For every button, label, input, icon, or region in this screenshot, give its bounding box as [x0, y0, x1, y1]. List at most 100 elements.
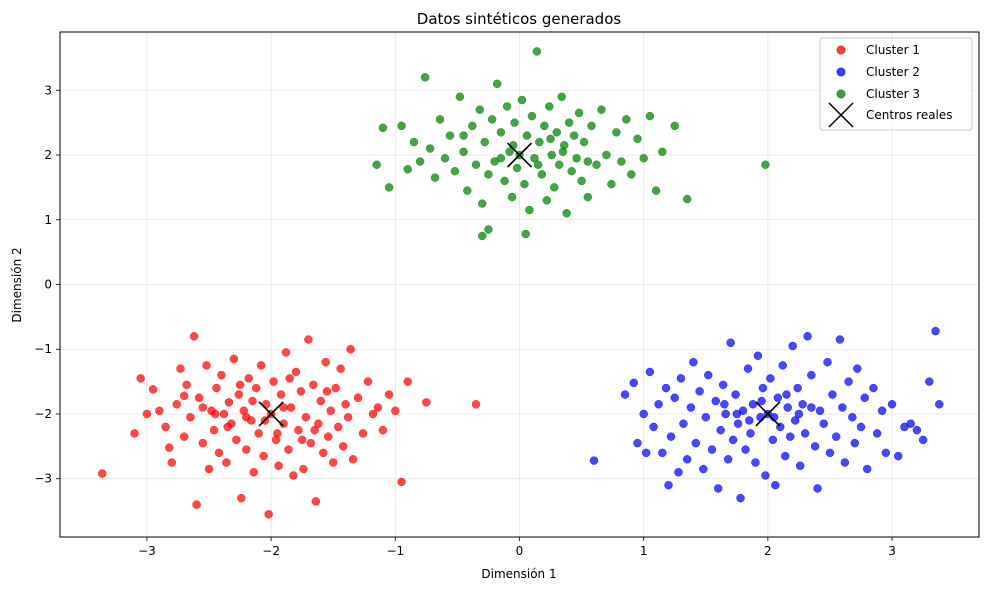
point-cluster-3	[540, 121, 549, 131]
point-cluster-3	[484, 170, 493, 179]
point-cluster-3	[445, 131, 455, 140]
point-cluster-2	[751, 458, 760, 467]
point-cluster-2	[768, 435, 778, 445]
point-cluster-1	[326, 406, 335, 415]
point-cluster-3	[682, 194, 692, 204]
point-cluster-2	[869, 383, 878, 393]
point-cluster-1	[165, 443, 174, 452]
point-cluster-3	[378, 123, 388, 133]
point-cluster-1	[373, 403, 383, 412]
point-cluster-2	[689, 357, 698, 367]
point-cluster-1	[299, 464, 308, 474]
point-cluster-2	[589, 456, 599, 465]
point-cluster-1	[217, 370, 226, 380]
point-cluster-3	[627, 170, 636, 179]
point-cluster-1	[198, 438, 208, 448]
point-cluster-1	[256, 361, 266, 370]
point-cluster-1	[172, 400, 181, 409]
point-cluster-1	[311, 497, 321, 506]
point-cluster-1	[323, 432, 333, 441]
point-cluster-2	[674, 468, 683, 477]
point-cluster-2	[793, 383, 802, 393]
point-cluster-3	[535, 137, 544, 147]
point-cluster-2	[704, 370, 713, 380]
legend-label-cluster-2: Cluster 2	[866, 65, 920, 79]
point-cluster-2	[679, 419, 688, 428]
point-cluster-2	[731, 390, 740, 399]
point-cluster-2	[788, 341, 797, 351]
point-cluster-2	[850, 438, 860, 448]
point-cluster-3	[527, 111, 537, 121]
point-cluster-1	[248, 396, 257, 406]
point-cluster-3	[475, 105, 485, 114]
point-cluster-2	[881, 448, 891, 458]
point-cluster-2	[743, 364, 753, 373]
point-cluster-2	[761, 471, 770, 480]
point-cluster-3	[459, 147, 468, 157]
y-tick-label: −2	[34, 407, 52, 421]
point-cluster-1	[331, 383, 340, 393]
point-cluster-2	[732, 409, 742, 419]
point-cluster-1	[328, 458, 338, 467]
point-cluster-2	[691, 438, 701, 448]
point-cluster-1	[316, 396, 326, 406]
legend: Cluster 1 Cluster 2 Cluster 3 Centros re…	[819, 37, 973, 131]
point-cluster-3	[564, 118, 574, 127]
point-cluster-1	[179, 391, 189, 401]
legend-marker-cluster-2	[836, 67, 846, 77]
point-cluster-1	[279, 419, 288, 428]
point-cluster-1	[202, 361, 211, 370]
point-cluster-2	[823, 357, 832, 367]
point-cluster-2	[862, 464, 872, 474]
point-cluster-1	[403, 377, 412, 386]
point-cluster-3	[420, 73, 430, 82]
point-cluster-2	[666, 432, 676, 441]
point-cluster-2	[701, 412, 711, 422]
point-cluster-1	[285, 374, 294, 383]
point-cluster-2	[711, 396, 720, 406]
point-cluster-2	[726, 338, 735, 348]
point-cluster-1	[291, 367, 301, 377]
point-cluster-2	[766, 374, 775, 383]
point-cluster-1	[264, 510, 273, 519]
point-cluster-2	[819, 419, 829, 428]
point-cluster-2	[807, 403, 816, 412]
point-cluster-2	[633, 438, 642, 448]
point-cluster-2	[748, 400, 758, 409]
point-cluster-1	[209, 425, 219, 435]
point-cluster-3	[622, 115, 631, 124]
point-cluster-2	[641, 448, 651, 458]
point-cluster-1	[348, 455, 358, 464]
point-cluster-2	[877, 406, 887, 415]
point-cluster-1	[142, 409, 152, 419]
point-cluster-3	[579, 137, 589, 147]
point-cluster-1	[368, 409, 378, 419]
y-axis-label: Dimensión 2	[10, 247, 24, 322]
point-cluster-2	[723, 455, 733, 464]
point-cluster-1	[338, 442, 348, 451]
point-cluster-1	[310, 425, 319, 435]
y-tick-label: 1	[44, 213, 52, 227]
point-cluster-3	[477, 231, 487, 241]
point-cluster-3	[597, 105, 606, 114]
point-cluster-2	[783, 403, 792, 412]
point-cluster-1	[343, 412, 353, 422]
y-axis-ticks: −3 −2 −1 0 1 2 3	[34, 83, 60, 486]
point-cluster-2	[785, 432, 795, 441]
point-cluster-3	[459, 131, 468, 140]
point-cluster-3	[530, 154, 539, 163]
point-cluster-1	[254, 429, 263, 438]
point-cluster-3	[537, 170, 547, 179]
point-cluster-2	[746, 429, 755, 438]
legend-label-cluster-3: Cluster 3	[866, 87, 920, 101]
x-tick-label: 0	[516, 544, 524, 558]
point-cluster-3	[542, 196, 552, 205]
point-cluster-3	[471, 160, 481, 169]
point-cluster-2	[872, 429, 882, 438]
point-cluster-1	[222, 458, 231, 467]
point-cluster-3	[372, 160, 381, 169]
point-cluster-1	[358, 429, 368, 438]
legend-marker-centers	[828, 102, 854, 128]
point-cluster-2	[856, 422, 866, 432]
point-cluster-2	[838, 403, 847, 412]
